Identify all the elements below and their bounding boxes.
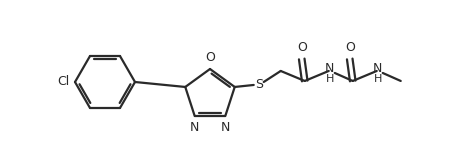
Text: N: N <box>190 121 199 134</box>
Text: Cl: Cl <box>58 75 70 89</box>
Text: S: S <box>254 78 262 92</box>
Text: O: O <box>296 41 306 54</box>
Text: O: O <box>344 41 354 54</box>
Text: H: H <box>373 74 381 84</box>
Text: O: O <box>205 51 214 64</box>
Text: H: H <box>325 74 333 84</box>
Text: N: N <box>372 62 382 75</box>
Text: N: N <box>220 121 229 134</box>
Text: N: N <box>324 62 334 75</box>
